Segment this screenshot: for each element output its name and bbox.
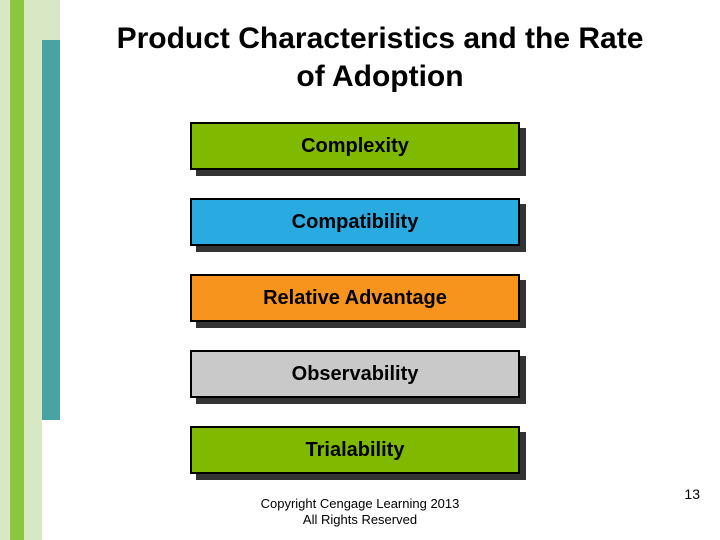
box-label: Complexity: [190, 122, 520, 170]
slide-title: Product Characteristics and the Rate of …: [100, 20, 660, 95]
characteristic-box: Observability: [190, 350, 520, 398]
footer-line-2: All Rights Reserved: [303, 512, 417, 527]
box-label: Relative Advantage: [190, 274, 520, 322]
box-label: Trialability: [190, 426, 520, 474]
footer-line-1: Copyright Cengage Learning 2013: [261, 496, 460, 511]
characteristic-box: Complexity: [190, 122, 520, 170]
box-label: Observability: [190, 350, 520, 398]
copyright-footer: Copyright Cengage Learning 2013 All Righ…: [0, 496, 720, 529]
characteristic-box: Relative Advantage: [190, 274, 520, 322]
characteristic-box: Compatibility: [190, 198, 520, 246]
side-decoration: [0, 0, 60, 540]
box-label: Compatibility: [190, 198, 520, 246]
characteristic-box: Trialability: [190, 426, 520, 474]
